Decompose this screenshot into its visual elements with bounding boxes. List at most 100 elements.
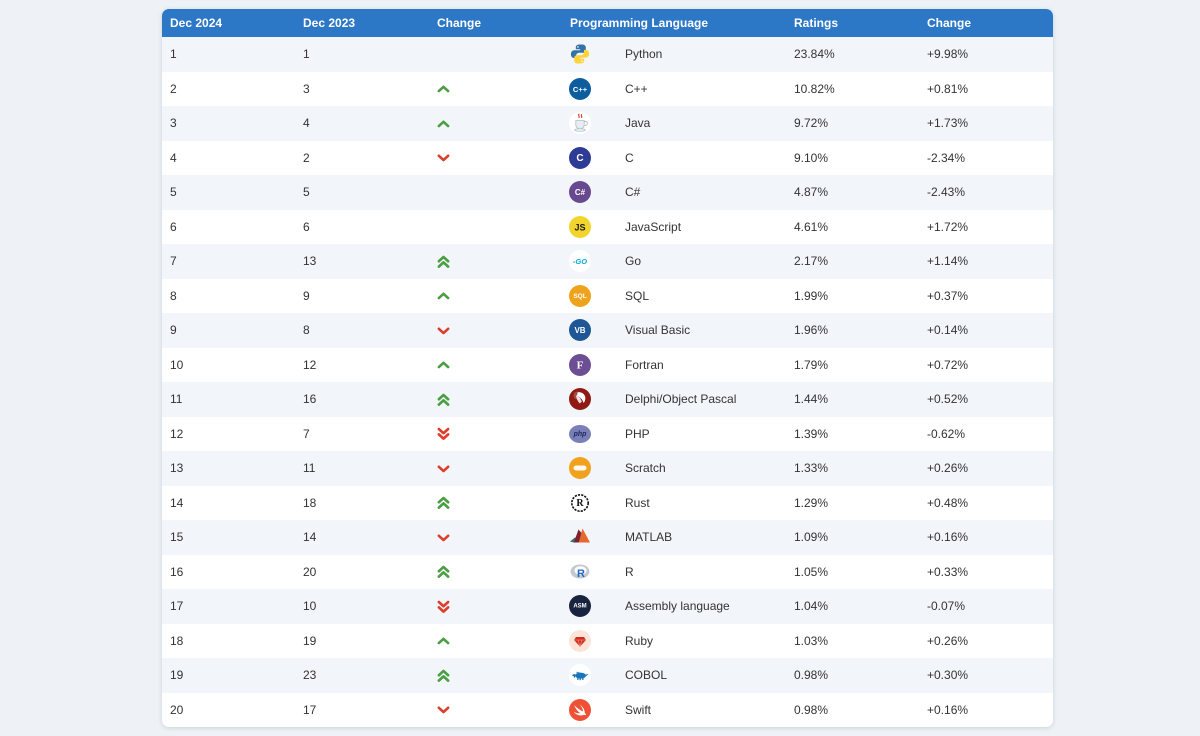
language-name-cell: PHP (625, 426, 650, 441)
rank-dec-2023-cell: 7 (303, 426, 310, 441)
col-header-dec-2024: Dec 2024 (162, 9, 295, 37)
language-icon-cell: php (562, 417, 601, 452)
language-name-cell: COBOL (625, 668, 668, 683)
svg-text:F: F (577, 359, 584, 371)
position-change-cell (429, 451, 562, 486)
language-name-cell: SQL (625, 288, 650, 303)
language-name-cell: Assembly language (625, 599, 730, 614)
language-icon-cell: R (562, 555, 601, 590)
rank-dec-2024-cell: 1 (170, 47, 177, 62)
rank-dec-2024-cell: 14 (170, 495, 184, 510)
table-row: 1 1 Python 23.84% +9.98% (162, 37, 1053, 72)
rank-down-double-icon (437, 427, 450, 441)
language-name-cell: C (625, 150, 634, 165)
svg-text:R: R (577, 568, 585, 580)
rank-dec-2023-cell: 2 (303, 150, 310, 165)
position-change-cell (429, 486, 562, 521)
table-row: 19 23 COBOL 0.98% +0.30% (162, 658, 1053, 693)
rating-value-cell: 1.33% (794, 461, 829, 476)
rating-value-cell: 9.72% (794, 116, 829, 131)
rank-dec-2023-cell: 1 (303, 47, 310, 62)
position-change-cell (429, 348, 562, 383)
rating-change-cell: +0.52% (927, 392, 969, 407)
language-icon-cell (562, 106, 601, 141)
rank-dec-2023-cell: 14 (303, 530, 317, 545)
language-icon-cell: -GO (562, 244, 601, 279)
rank-up-icon (437, 82, 450, 96)
language-icon-cell (562, 658, 601, 693)
ruby-icon (568, 629, 592, 653)
svg-text:-GO: -GO (573, 257, 587, 266)
table-row: 15 14 MATLAB 1.09% +0.16% (162, 520, 1053, 555)
language-icon-cell: C++ (562, 72, 601, 107)
language-icon-cell: VB (562, 313, 601, 348)
php-icon: php (568, 422, 592, 446)
position-change-cell (429, 658, 562, 693)
rank-up-double-icon (437, 496, 450, 510)
rating-change-cell: +0.72% (927, 357, 969, 372)
position-change-cell (429, 244, 562, 279)
rating-change-cell: +1.72% (927, 219, 969, 234)
rank-dec-2024-cell: 2 (170, 81, 177, 96)
rank-dec-2024-cell: 10 (170, 357, 184, 372)
language-name-cell: MATLAB (625, 530, 673, 545)
rank-down-icon (437, 324, 450, 338)
rating-value-cell: 1.99% (794, 288, 829, 303)
language-name-cell: JavaScript (625, 219, 682, 234)
rank-dec-2023-cell: 10 (303, 599, 317, 614)
rank-dec-2024-cell: 4 (170, 150, 177, 165)
svg-text:C#: C# (575, 188, 586, 197)
rust-icon: R (568, 491, 592, 515)
svg-text:ASM: ASM (573, 604, 586, 610)
language-icon-cell (562, 451, 601, 486)
rank-dec-2024-cell: 19 (170, 668, 184, 683)
rank-down-icon (437, 151, 450, 165)
cobol-icon (568, 663, 592, 687)
language-icon-cell (562, 693, 601, 728)
language-name-cell: Ruby (625, 633, 654, 648)
position-change-cell (429, 417, 562, 452)
svg-text:R: R (576, 498, 584, 509)
rank-dec-2023-cell: 9 (303, 288, 310, 303)
col-header-ratings-change: Change (919, 9, 1053, 37)
rank-up-icon (437, 358, 450, 372)
position-change-cell (429, 520, 562, 555)
rating-change-cell: +0.16% (927, 702, 969, 717)
language-name-cell: Java (625, 116, 651, 131)
rank-dec-2023-cell: 13 (303, 254, 317, 269)
scratch-icon (568, 456, 592, 480)
rank-dec-2023-cell: 23 (303, 668, 317, 683)
java-icon (568, 111, 592, 135)
col-header-dec-2023: Dec 2023 (295, 9, 429, 37)
language-icon-cell: SQL (562, 279, 601, 314)
rank-dec-2024-cell: 18 (170, 633, 184, 648)
python-icon (568, 42, 592, 66)
rank-dec-2024-cell: 17 (170, 599, 184, 614)
r-icon: R (568, 560, 592, 584)
rank-down-icon (437, 462, 450, 476)
swift-icon (568, 698, 592, 722)
rating-change-cell: +0.16% (927, 530, 969, 545)
rank-up-double-icon (437, 393, 450, 407)
rating-change-cell: +0.48% (927, 495, 969, 510)
table-row: 16 20 R R 1.05% +0.33% (162, 554, 1053, 590)
rating-value-cell: 1.04% (794, 599, 829, 614)
rating-value-cell: 1.09% (794, 530, 829, 545)
rating-value-cell: 1.29% (794, 495, 829, 510)
rating-value-cell: 1.44% (794, 392, 829, 407)
assembly-icon: ASM (568, 594, 592, 618)
rank-dec-2023-cell: 19 (303, 633, 317, 648)
position-change-cell (429, 175, 562, 210)
rank-dec-2023-cell: 12 (303, 357, 317, 372)
rank-dec-2023-cell: 11 (303, 461, 316, 476)
rating-change-cell: +0.26% (927, 633, 969, 648)
svg-text:VB: VB (574, 326, 585, 335)
rank-dec-2023-cell: 6 (303, 219, 310, 234)
rating-value-cell: 2.17% (794, 254, 829, 269)
table-row: 13 11 Scratch 1.33% +0.26% (162, 451, 1053, 486)
position-change-cell (429, 37, 562, 72)
language-name-cell: Visual Basic (625, 323, 691, 338)
rank-dec-2023-cell: 16 (303, 392, 317, 407)
position-change-cell (429, 693, 562, 728)
rank-dec-2023-cell: 17 (303, 702, 317, 717)
